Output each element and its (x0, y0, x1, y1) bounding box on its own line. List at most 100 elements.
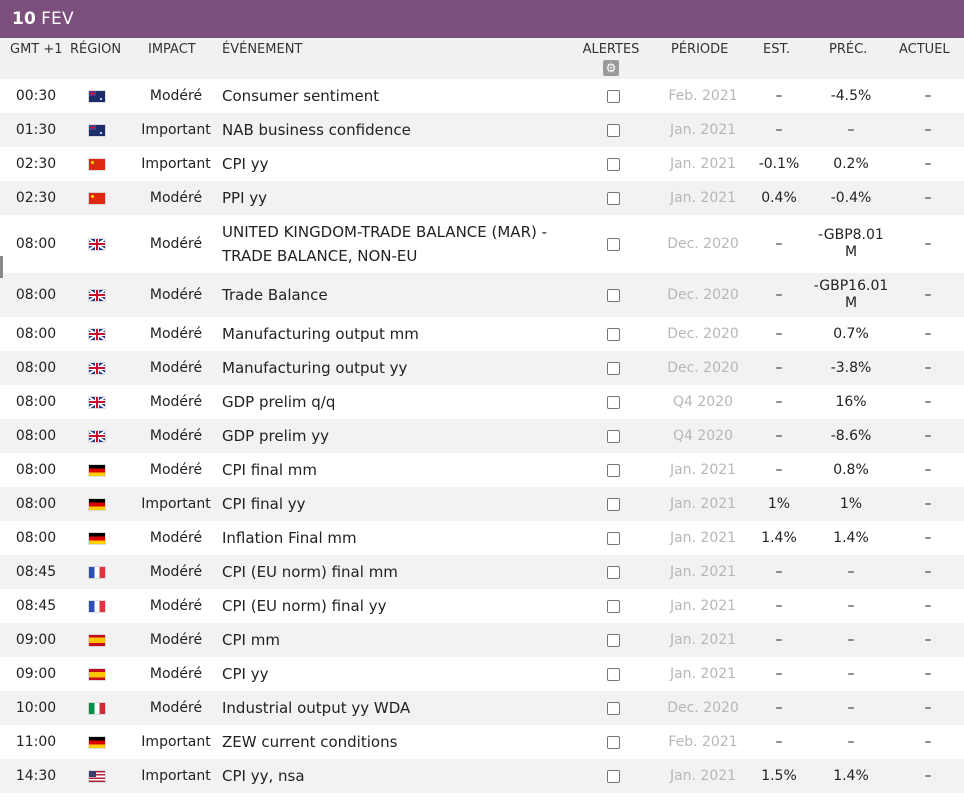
alert-checkbox[interactable] (606, 463, 620, 477)
alert-checkbox[interactable] (606, 599, 620, 613)
alert-checkbox-cell (603, 725, 623, 759)
event-name[interactable]: ZEW current conditions (222, 733, 398, 751)
region-flag (85, 589, 109, 623)
previous-value: – (847, 563, 855, 580)
col-period[interactable]: PÉRIODE (671, 42, 729, 57)
alert-checkbox[interactable] (606, 361, 620, 375)
col-prec[interactable]: PRÉC. (829, 42, 868, 57)
event-name[interactable]: CPI (EU norm) final mm (222, 563, 398, 581)
france-flag-icon (89, 600, 105, 612)
event-name[interactable]: UNITED KINGDOM-TRADE BALANCE (MAR) - TRA… (222, 223, 548, 265)
previous-value: -4.5% (830, 87, 872, 104)
impact-level: Modéré (149, 236, 203, 252)
table-row[interactable]: 08:00 Modéré Manufacturing output yy Dec… (0, 351, 964, 385)
table-row[interactable]: 08:00 Modéré Manufacturing output mm Dec… (0, 317, 964, 351)
event-name[interactable]: CPI yy (222, 665, 269, 683)
alert-checkbox[interactable] (606, 565, 620, 579)
region-flag (85, 691, 109, 725)
region-flag (85, 385, 109, 419)
event-period: Jan. 2021 (669, 768, 737, 784)
event-name[interactable]: NAB business confidence (222, 121, 411, 139)
event-name[interactable]: PPI yy (222, 189, 268, 207)
event-name[interactable]: Manufacturing output yy (222, 359, 408, 377)
table-row[interactable]: 02:30 Modéré PPI yy Jan. 2021 0.4% -0.4%… (0, 181, 964, 215)
uk-flag-icon (89, 289, 105, 301)
alert-checkbox[interactable] (606, 531, 620, 545)
alert-checkbox[interactable] (606, 123, 620, 137)
table-row[interactable]: 11:00 Important ZEW current conditions F… (0, 725, 964, 759)
impact-level: Modéré (149, 88, 203, 104)
actual-value: – (924, 598, 932, 614)
table-row[interactable]: 08:00 Important CPI final yy Jan. 2021 1… (0, 487, 964, 521)
china-flag-icon (89, 158, 105, 170)
event-period: Jan. 2021 (669, 530, 737, 546)
alert-checkbox[interactable] (606, 191, 620, 205)
event-name[interactable]: CPI yy, nsa (222, 767, 305, 785)
alert-checkbox-cell (603, 215, 623, 273)
table-row[interactable]: 08:00 Modéré UNITED KINGDOM-TRADE BALANC… (0, 215, 964, 273)
event-name[interactable]: Manufacturing output mm (222, 325, 419, 343)
alert-checkbox[interactable] (606, 288, 620, 302)
alert-checkbox[interactable] (606, 327, 620, 341)
table-row[interactable]: 14:30 Important CPI yy, nsa Jan. 2021 1.… (0, 759, 964, 793)
table-row[interactable]: 02:30 Important CPI yy Jan. 2021 -0.1% 0… (0, 147, 964, 181)
event-name[interactable]: Industrial output yy WDA (222, 699, 411, 717)
table-row[interactable]: 08:00 Modéré CPI final mm Jan. 2021 – 0.… (0, 453, 964, 487)
usa-flag-icon (89, 770, 105, 782)
alert-checkbox[interactable] (606, 735, 620, 749)
col-alerts: ALERTES ⚙ (582, 42, 640, 76)
alert-checkbox[interactable] (606, 497, 620, 511)
alert-checkbox[interactable] (606, 237, 620, 251)
alert-checkbox[interactable] (606, 633, 620, 647)
event-name[interactable]: GDP prelim q/q (222, 393, 336, 411)
event-name[interactable]: CPI final mm (222, 461, 318, 479)
col-region[interactable]: RÉGION (70, 42, 122, 57)
event-name[interactable]: CPI yy (222, 155, 269, 173)
table-row[interactable]: 09:00 Modéré CPI yy Jan. 2021 – – – (0, 657, 964, 691)
gear-icon[interactable]: ⚙ (603, 60, 619, 76)
event-name[interactable]: Consumer sentiment (222, 87, 380, 105)
alert-checkbox-cell (603, 521, 623, 555)
alert-checkbox[interactable] (606, 395, 620, 409)
event-name[interactable]: CPI (EU norm) final yy (222, 597, 387, 615)
table-row[interactable]: 08:45 Modéré CPI (EU norm) final yy Jan.… (0, 589, 964, 623)
alert-checkbox[interactable] (606, 667, 620, 681)
impact-level: Modéré (149, 326, 203, 342)
event-name[interactable]: CPI mm (222, 631, 280, 649)
previous-value: 0.2% (833, 155, 869, 172)
actual-value: – (924, 326, 932, 342)
alert-checkbox[interactable] (606, 429, 620, 443)
alert-checkbox-cell (603, 419, 623, 453)
alert-checkbox[interactable] (606, 701, 620, 715)
table-row[interactable]: 00:30 Modéré Consumer sentiment Feb. 202… (0, 79, 964, 113)
table-row[interactable]: 08:45 Modéré CPI (EU norm) final mm Jan.… (0, 555, 964, 589)
table-row[interactable]: 09:00 Modéré CPI mm Jan. 2021 – – – (0, 623, 964, 657)
event-name[interactable]: Inflation Final mm (222, 529, 357, 547)
col-est[interactable]: EST. (763, 42, 790, 57)
event-period: Q4 2020 (672, 428, 733, 444)
italy-flag-icon (89, 702, 105, 714)
table-row[interactable]: 08:00 Modéré GDP prelim q/q Q4 2020 – 16… (0, 385, 964, 419)
col-impact[interactable]: IMPACT (148, 42, 196, 57)
event-name[interactable]: GDP prelim yy (222, 427, 330, 445)
event-name[interactable]: CPI final yy (222, 495, 306, 513)
col-event[interactable]: ÉVÉNEMENT (222, 42, 303, 57)
date-header: 10 FEV (0, 0, 964, 38)
event-time: 08:00 (15, 496, 57, 512)
event-time: 08:00 (15, 530, 57, 546)
table-row[interactable]: 08:00 Modéré Trade Balance Dec. 2020 – -… (0, 273, 964, 317)
table-row[interactable]: 08:00 Modéré Inflation Final mm Jan. 202… (0, 521, 964, 555)
col-time[interactable]: GMT +1 (10, 42, 63, 57)
table-row[interactable]: 08:00 Modéré GDP prelim yy Q4 2020 – -8.… (0, 419, 964, 453)
table-row[interactable]: 01:30 Important NAB business confidence … (0, 113, 964, 147)
alert-checkbox[interactable] (606, 89, 620, 103)
alert-checkbox-cell (603, 181, 623, 215)
actual-value: – (924, 190, 932, 206)
alert-checkbox[interactable] (606, 157, 620, 171)
table-row[interactable]: 10:00 Modéré Industrial output yy WDA De… (0, 691, 964, 725)
event-name[interactable]: Trade Balance (222, 286, 328, 304)
event-period: Dec. 2020 (667, 326, 739, 342)
event-time: 09:00 (15, 666, 57, 682)
col-actual[interactable]: ACTUEL (899, 42, 950, 57)
alert-checkbox[interactable] (606, 769, 620, 783)
